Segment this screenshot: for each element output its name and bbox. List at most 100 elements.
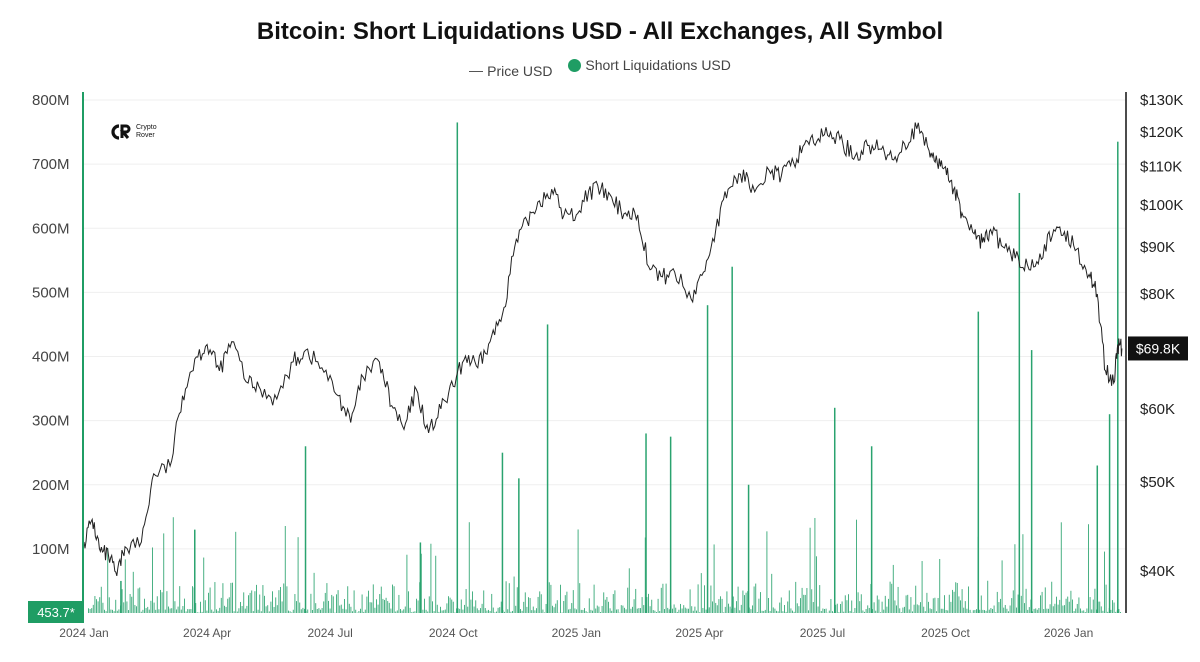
liquidation-bar-minor <box>1036 609 1038 613</box>
liquidation-bar-minor <box>524 592 526 613</box>
liquidation-bar-minor <box>180 609 182 613</box>
liquidation-bar-minor <box>689 589 691 613</box>
liquidation-bar-minor <box>601 605 603 613</box>
liquidation-bar-minor <box>686 608 688 613</box>
liquidation-bar-minor <box>568 609 569 613</box>
liquidation-bar-minor <box>1001 560 1003 613</box>
liquidation-bar-minor <box>817 606 819 613</box>
liquidation-bar-minor <box>376 599 377 613</box>
liquidation-bar-minor <box>1107 611 1109 613</box>
liquidation-bar-minor <box>812 602 814 613</box>
liquidation-bar-minor <box>883 609 885 613</box>
liquidation-bar-minor <box>480 608 481 613</box>
liquidation-bar-minor <box>1025 588 1027 613</box>
liquidation-bar-minor <box>283 583 285 613</box>
liquidation-bar-minor <box>336 594 337 613</box>
liquidation-bar-minor <box>884 595 886 613</box>
liquidation-spike <box>518 478 520 613</box>
liquidation-bar-minor <box>280 587 281 613</box>
liquidation-bar-minor <box>185 611 187 613</box>
liquidation-bar-minor <box>627 587 629 613</box>
liquidation-bar-minor <box>665 583 667 613</box>
liquidation-bar-minor <box>104 609 105 613</box>
liquidation-bar-minor <box>355 609 357 613</box>
liquidation-bar-minor <box>187 609 189 613</box>
liquidation-bar-minor <box>550 584 552 613</box>
liquidation-bar-minor <box>110 609 112 613</box>
liquidation-bar-minor <box>684 607 686 613</box>
liquidation-bar-minor <box>412 611 414 613</box>
liquidation-bar-minor <box>604 599 606 613</box>
right-tick-label: $90K <box>1140 239 1175 256</box>
liquidation-bar-minor <box>694 606 696 613</box>
left-tick-label: 100M <box>32 541 70 558</box>
liquidation-bar-minor <box>182 606 184 613</box>
liquidation-bar-minor <box>1051 581 1053 613</box>
liquidation-bar-minor <box>1102 610 1104 613</box>
liquidation-spike <box>645 433 647 613</box>
x-tick-label: 2024 Jan <box>59 626 108 640</box>
liquidation-bar-minor <box>657 598 659 613</box>
liquidation-bar-minor <box>1112 600 1113 613</box>
liquidation-bar-minor <box>680 603 681 613</box>
legend: Price USD Short Liquidations USD <box>0 57 1200 79</box>
liquidation-bar-minor <box>340 604 342 613</box>
liquidation-bar-minor <box>876 595 878 613</box>
liquidation-bar-minor <box>683 605 685 613</box>
liquidation-bar-minor <box>822 608 824 613</box>
liquidation-bar-minor <box>958 596 960 613</box>
liquidation-bar-minor <box>633 599 635 613</box>
liquidation-bar-minor <box>129 594 131 613</box>
liquidation-bar-minor <box>521 610 523 613</box>
liquidation-bar-minor <box>713 544 715 613</box>
liquidation-bar-minor <box>712 601 713 613</box>
liquidation-bar-minor <box>726 591 728 613</box>
liquidation-bar-minor <box>924 611 926 613</box>
liquidation-bar-minor <box>262 585 264 613</box>
legend-entry-price[interactable]: Price USD <box>469 63 552 79</box>
liquidation-bar-minor <box>430 543 432 613</box>
liquidation-spike <box>731 266 733 613</box>
liquidation-bar-minor <box>1110 609 1112 613</box>
liquidation-bar-minor <box>1006 608 1008 613</box>
liquidation-bar-minor <box>881 601 883 613</box>
liquidation-bar-minor <box>745 592 747 613</box>
liquidation-bar-minor <box>708 607 710 613</box>
liquidation-bar-minor <box>350 606 352 613</box>
liquidation-bar-minor <box>163 533 165 613</box>
liquidation-bar-minor <box>988 609 990 613</box>
liquidation-bar-minor <box>406 554 408 613</box>
liquidation-bar-minor <box>273 606 275 613</box>
liquidation-bar-minor <box>580 609 582 613</box>
liquidation-bar-minor <box>955 582 957 613</box>
liquidation-bar-minor <box>174 601 176 613</box>
liquidation-bar-minor <box>1000 598 1001 613</box>
liquidation-bar-minor <box>793 611 795 613</box>
liquidation-bar-minor <box>758 598 760 613</box>
logo-text: Crypto Rover <box>136 124 157 140</box>
right-tick-label: $110K <box>1140 159 1182 176</box>
liquidation-bar-minor <box>539 591 541 613</box>
legend-entry-short-liquidations[interactable]: Short Liquidations USD <box>568 57 731 73</box>
liquidation-spike <box>706 305 709 613</box>
liquidation-bar-minor <box>740 604 742 613</box>
liquidation-bar-minor <box>1076 603 1078 613</box>
left-tick-label: 500M <box>32 284 70 301</box>
liquidation-bar-minor <box>344 599 345 613</box>
liquidation-bar-minor <box>1014 544 1016 613</box>
liquidation-bar-minor <box>249 592 251 613</box>
liquidation-bar-minor <box>536 608 537 613</box>
liquidation-bar-minor <box>808 610 809 613</box>
liquidation-bar-minor <box>371 602 373 613</box>
liquidation-bar-minor <box>241 606 243 613</box>
liquidation-bar-minor <box>761 610 763 613</box>
chart-title: Bitcoin: Short Liquidations USD - All Ex… <box>256 18 944 45</box>
liquidation-bar-minor <box>603 592 605 613</box>
liquidation-bar-minor <box>878 599 880 613</box>
liquidation-bar-minor <box>1024 603 1025 613</box>
liquidation-bar-minor <box>483 590 485 613</box>
liquidation-bar-minor <box>132 571 134 613</box>
liquidation-bar-minor <box>787 601 789 613</box>
liquidation-bar-minor <box>347 586 349 613</box>
liquidation-bar-minor <box>774 608 776 613</box>
